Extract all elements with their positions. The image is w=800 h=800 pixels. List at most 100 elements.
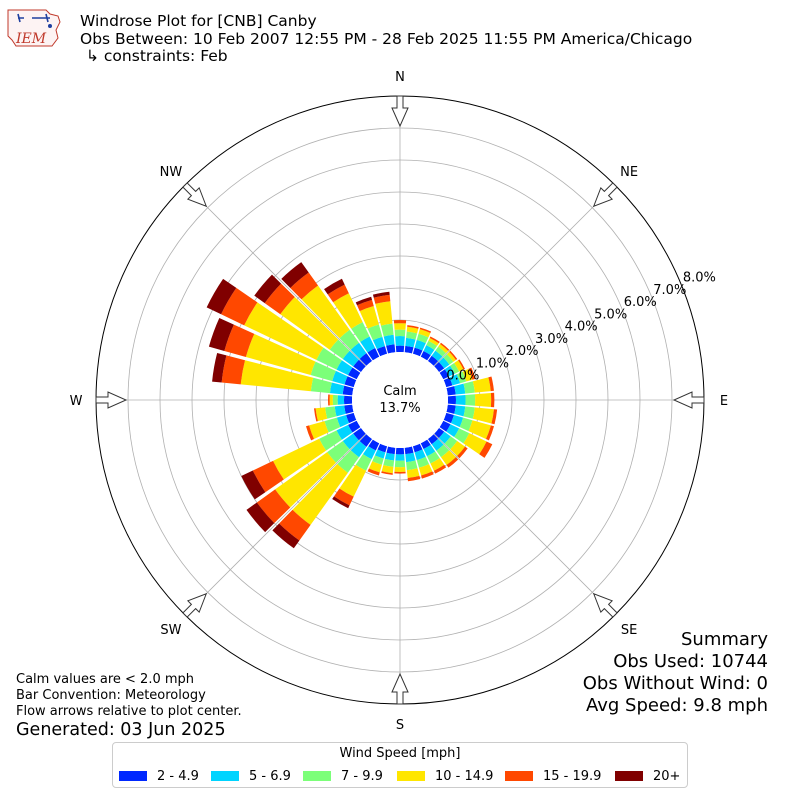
- windrose-bar-segment: [351, 322, 370, 342]
- windrose-bar-segment: [435, 346, 446, 357]
- windrose-bar-segment: [381, 465, 394, 474]
- windrose-bar-segment: [444, 436, 458, 450]
- cardinal-labels: N NE E SE S SW W NW: [70, 70, 729, 733]
- windrose-bar-segment: [491, 409, 498, 425]
- windrose-bar-segment: [406, 326, 419, 334]
- cardinal-label: NE: [620, 165, 638, 180]
- windrose-bar-segment: [275, 452, 336, 508]
- windrose-bar-segment: [416, 456, 430, 468]
- windrose-bar-segment: [314, 408, 318, 422]
- windrose-bar-segment: [421, 471, 434, 479]
- windrose-bar-segment: [241, 470, 266, 500]
- windrose-bar-segment: [333, 293, 363, 329]
- flow-arrows: [95, 95, 705, 705]
- windrose-bar-segment: [350, 342, 367, 359]
- windrose-bar-segment: [429, 336, 440, 344]
- windrose-bar-segment: [423, 345, 435, 356]
- windrose-bar-segment: [485, 425, 495, 441]
- windrose-bar-segment: [431, 350, 443, 362]
- windrose-bar-segment: [368, 439, 380, 451]
- windrose-bar-segment: [342, 385, 354, 396]
- convention-note: Bar Convention: Meteorology: [16, 688, 206, 703]
- windrose-bar-segment: [353, 359, 366, 373]
- summary-heading: Summary: [681, 629, 768, 650]
- radial-tick-label: 1.0%: [476, 356, 509, 371]
- windrose-bar-segment: [327, 284, 349, 303]
- radial-tick-label: 4.0%: [565, 320, 598, 335]
- windrose-bar-segment: [474, 393, 492, 407]
- windrose-bar-segment: [426, 340, 438, 350]
- legend-label: 5 - 6.9: [249, 768, 291, 784]
- windrose-bar-segment: [465, 394, 476, 406]
- windrose-bar-segment: [380, 323, 394, 337]
- windrose-bar-segment: [264, 283, 295, 315]
- windrose-bar-segment: [375, 301, 393, 326]
- windrose-bar-segment: [414, 449, 426, 461]
- windrose-bar-segment: [454, 360, 464, 372]
- windrose-bar-segment: [488, 376, 494, 392]
- windrose-bar-segment: [450, 440, 466, 456]
- windrose-bar-segment: [446, 351, 456, 362]
- windrose-bar-segment: [374, 449, 386, 459]
- windrose-bar-segment: [336, 424, 353, 440]
- windrose-bar-segment: [327, 440, 350, 463]
- windrose-bar-segment: [348, 367, 361, 380]
- windrose-bar-segment: [449, 350, 458, 360]
- windrose-bar-segment: [357, 299, 374, 312]
- windrose-bar-segment: [446, 457, 459, 468]
- windrose-bar-segment: [350, 441, 367, 458]
- windrose-bar-segment: [310, 377, 332, 394]
- windrose-bar-segment: [344, 395, 353, 405]
- windrose-bar-segment: [444, 365, 455, 377]
- windrose-bar-segment: [339, 329, 360, 350]
- radial-tick-label: 3.0%: [535, 332, 568, 347]
- windrose-bar-segment: [272, 523, 300, 549]
- windrose-bar-segment: [395, 447, 405, 455]
- windrose-bar-segment: [384, 452, 395, 461]
- cardinal-label: NW: [160, 165, 183, 180]
- radial-tick-label: 0.0%: [446, 369, 479, 384]
- windrose-bar-segment: [468, 367, 476, 380]
- flow-arrow: [391, 95, 409, 128]
- legend-label: 15 - 19.9: [543, 768, 602, 784]
- legend-item: 15 - 19.9: [505, 768, 601, 784]
- windrose-bar-segment: [407, 325, 419, 329]
- legend-item: 7 - 9.9: [303, 768, 383, 784]
- windrose-bar-segment: [367, 348, 380, 361]
- windrose-bar-segment: [292, 464, 348, 525]
- windrose-bar-segment: [428, 337, 439, 346]
- windrose-bar-segment: [332, 370, 348, 385]
- windrose-bar-segment: [438, 357, 450, 369]
- flow-arrow: [391, 672, 409, 705]
- windrose-bar-segment: [395, 454, 405, 461]
- windrose-bar-segment: [443, 412, 454, 424]
- windrose-bar-segment: [395, 345, 405, 353]
- windrose-bar-segment: [372, 291, 390, 298]
- legend-item: 5 - 6.9: [211, 768, 291, 784]
- windrose-bar-segment: [427, 434, 439, 445]
- windrose-bar-segment: [383, 334, 395, 346]
- summary-obs-without-wind: Obs Without Wind: 0: [582, 673, 768, 694]
- windrose-bar-segment: [355, 296, 373, 306]
- windrose-bar-segment: [423, 444, 436, 457]
- windrose-bar-segment: [479, 441, 493, 458]
- windrose-bar-segment: [430, 458, 445, 471]
- windrose-bar-segment: [245, 333, 316, 376]
- legend-swatch: [211, 771, 239, 781]
- windrose-bar-segment: [290, 272, 319, 300]
- windrose-bar-segment: [439, 420, 451, 432]
- windrose-bar-segment: [221, 287, 258, 326]
- generated-date: Generated: 03 Jun 2025: [16, 720, 226, 740]
- windrose-bar-segment: [368, 461, 382, 473]
- windrose-bar-segment: [344, 376, 357, 388]
- legend-title: Wind Speed [mph]: [339, 746, 461, 761]
- windrose-bar-segment: [418, 464, 433, 476]
- calm-note: Calm values are < 2.0 mph: [16, 672, 195, 687]
- windrose-bar-segment: [246, 502, 275, 533]
- windrose-bar-segment: [342, 350, 359, 367]
- windrose-bar-segment: [468, 420, 491, 439]
- windrose-bar-segment: [455, 394, 466, 406]
- windrose-bar-segment: [454, 405, 466, 417]
- windrose-bar-segment: [394, 323, 406, 330]
